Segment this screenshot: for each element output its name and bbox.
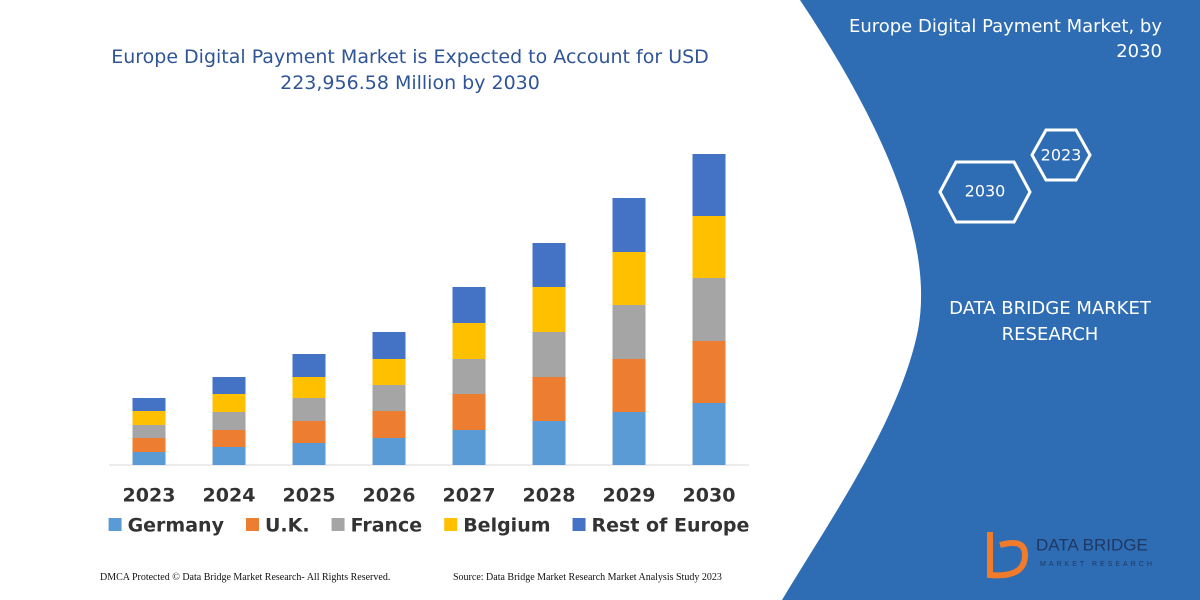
- legend-swatch: [444, 518, 458, 531]
- bar-segment: [372, 359, 406, 385]
- bar-segment: [692, 216, 726, 278]
- hexagon: [938, 160, 1032, 224]
- x-tick-label: 2023: [123, 485, 176, 507]
- legend-swatch: [331, 518, 345, 531]
- logo-name: DATA BRIDGE: [1036, 535, 1148, 554]
- bar-segment: [132, 411, 166, 425]
- bar-segment: [292, 377, 326, 398]
- legend-swatch: [572, 518, 586, 531]
- footer-left: DMCA Protected © Data Bridge Market Rese…: [100, 572, 391, 583]
- x-tick-label: 2025: [283, 485, 336, 507]
- hexagon: [1030, 128, 1092, 182]
- x-tick-label: 2028: [523, 485, 576, 507]
- bar-segment: [452, 394, 486, 430]
- bar-segment: [532, 243, 566, 287]
- bar-segment: [452, 287, 486, 323]
- bar-segment: [532, 287, 566, 332]
- bar-segment: [452, 323, 486, 359]
- bar-segment: [292, 421, 326, 443]
- legend-swatch: [108, 518, 122, 531]
- hexagon-label: 2030: [965, 182, 1006, 201]
- bar-segment: [612, 412, 646, 465]
- bar-segment: [692, 154, 726, 216]
- legend-label: Belgium: [463, 515, 550, 537]
- brand: DATA BRIDGE MARKET RESEARCH: [949, 298, 1151, 345]
- bar-segment: [132, 438, 166, 452]
- bar-segment: [132, 452, 166, 465]
- logo-tagline: MARKET RESEARCH: [1040, 561, 1155, 568]
- bar-segment: [452, 359, 486, 394]
- legend-label: Rest of Europe: [592, 515, 750, 537]
- x-tick-label: 2029: [603, 485, 656, 507]
- chart-title: Europe Digital Payment Market is Expecte…: [111, 46, 709, 94]
- bar-segment: [212, 430, 246, 447]
- bar-segment: [372, 438, 406, 465]
- bar-segment: [372, 411, 406, 438]
- bar-segment: [532, 332, 566, 377]
- bar-segment: [212, 394, 246, 412]
- x-tick-label: 2024: [203, 485, 256, 507]
- bar-segment: [612, 305, 646, 359]
- plot: 2023 2024 2025 2026 2027 2028 2029 2030 Germany U…: [108, 154, 750, 537]
- bar-segment: [692, 341, 726, 403]
- x-tick-label: 2030: [683, 485, 736, 507]
- bar-segment: [292, 398, 326, 421]
- bar-segment: [692, 278, 726, 341]
- bar-segment: [532, 421, 566, 465]
- panel-title: Europe Digital Payment Market, by 2030: [848, 16, 1162, 62]
- side-panel-bg: [782, 0, 1200, 600]
- bar-segment: [532, 377, 566, 421]
- legend-swatch: [245, 518, 259, 531]
- hexagon-label: 2023: [1041, 146, 1082, 165]
- bar-segment: [692, 403, 726, 465]
- bar-segment: [212, 447, 246, 465]
- legend-label: Germany: [128, 515, 225, 537]
- legend-label: France: [351, 515, 423, 537]
- logo-mark: [987, 532, 1029, 579]
- legend-label: U.K.: [265, 515, 310, 537]
- bar-segment: [372, 332, 406, 359]
- bar-segment: [292, 354, 326, 377]
- x-tick-label: 2026: [363, 485, 416, 507]
- bar-segment: [292, 443, 326, 465]
- footer-right: Source: Data Bridge Market Research Mark…: [453, 572, 722, 583]
- bar-segment: [612, 198, 646, 252]
- bar-segment: [612, 252, 646, 305]
- bar-segment: [452, 430, 486, 465]
- bar-segment: [132, 398, 166, 411]
- bar-segment: [612, 359, 646, 412]
- bar-segment: [132, 425, 166, 438]
- bar-segment: [372, 385, 406, 411]
- bar-segment: [212, 412, 246, 430]
- x-tick-label: 2027: [443, 485, 496, 507]
- bar-segment: [212, 377, 246, 394]
